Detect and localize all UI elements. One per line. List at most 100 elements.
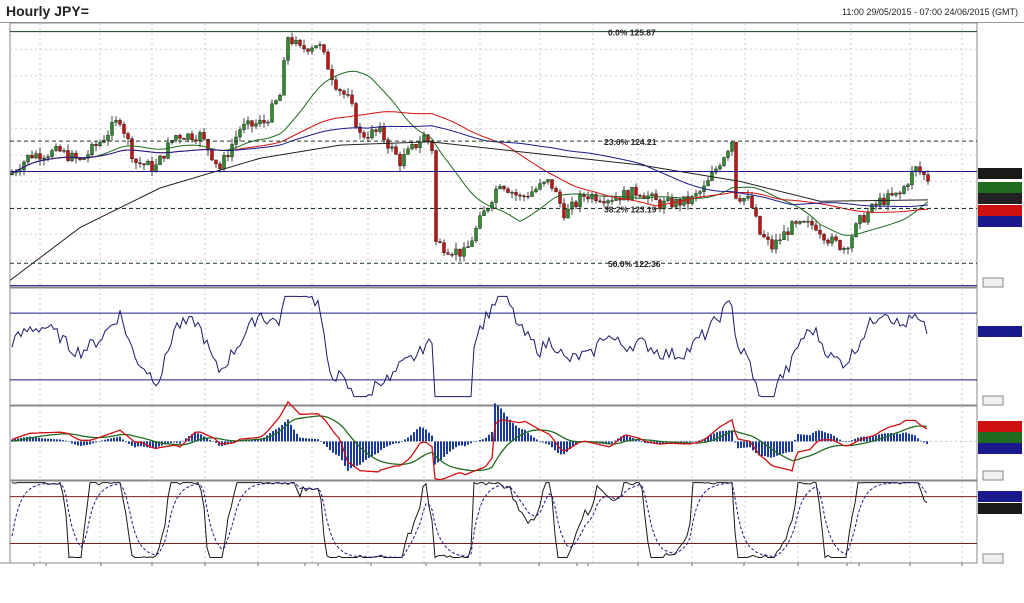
candle-body: [458, 248, 462, 257]
price-tag-bg-1: [978, 182, 1022, 193]
stoch-auto-button[interactable]: [982, 553, 1004, 564]
candle-body: [146, 160, 150, 166]
macd-histogram-bar: [47, 438, 49, 442]
candle-body: [862, 215, 866, 223]
candle-body: [750, 196, 754, 208]
macd-histogram-bar: [446, 441, 448, 455]
candle-body: [786, 231, 790, 235]
candle-body: [926, 174, 930, 182]
macd-histogram-bar: [44, 438, 46, 442]
macd-histogram-bar: [683, 441, 685, 443]
macd-histogram-bar: [296, 433, 298, 442]
candle-body: [846, 247, 850, 250]
macd-histogram-bar: [611, 441, 613, 443]
macd-histogram-bar: [464, 441, 466, 447]
candle-body: [366, 136, 370, 139]
candle-body: [466, 246, 470, 248]
macd-histogram-bar: [542, 441, 544, 443]
macd-histogram-bar: [842, 441, 844, 442]
macd-histogram-bar: [416, 429, 418, 442]
macd-histogram-bar: [644, 441, 646, 444]
candle-body: [162, 155, 166, 159]
macd-histogram-bar: [764, 441, 766, 457]
macd-histogram-bar: [572, 441, 574, 447]
macd-histogram-bar: [32, 437, 34, 442]
macd-histogram-bar: [887, 433, 889, 442]
macd-histogram-bar: [95, 441, 97, 443]
stoch-tag-bg-0: [978, 491, 1022, 502]
macd-histogram-bar: [374, 441, 376, 455]
candle-body: [286, 37, 290, 61]
rsi-auto-button[interactable]: [982, 395, 1004, 406]
macd-histogram-bar: [803, 434, 805, 442]
macd-histogram-bar: [491, 432, 493, 442]
candle-body: [730, 141, 734, 152]
candle-body: [134, 158, 138, 163]
macd-histogram-bar: [503, 412, 505, 442]
macd-histogram-bar: [74, 441, 76, 445]
macd-histogram-bar: [356, 441, 358, 466]
price-auto-button[interactable]: [982, 277, 1004, 288]
candle-body: [30, 154, 34, 159]
macd-histogram-bar: [62, 440, 64, 442]
fib-label-1: 23.6% 124.21: [604, 137, 657, 147]
candle-body: [66, 150, 70, 161]
macd-histogram-bar: [134, 441, 136, 448]
fib-label-0: 0.0% 125.87: [608, 28, 656, 38]
candle-body: [454, 248, 458, 255]
macd-histogram-bar: [692, 441, 694, 442]
macd-histogram-bar: [104, 439, 106, 442]
macd-histogram-bar: [101, 440, 103, 442]
candle-body: [390, 146, 394, 149]
candle-body: [818, 230, 822, 235]
macd-histogram-bar: [290, 424, 292, 442]
candle-body: [10, 172, 14, 175]
macd-histogram-bar: [530, 435, 532, 442]
candle-body: [186, 133, 190, 140]
macd-histogram-bar: [797, 434, 799, 442]
candle-body: [82, 158, 86, 160]
candle-body: [610, 200, 614, 202]
candle-body: [590, 194, 594, 200]
macd-histogram-bar: [911, 434, 913, 442]
macd-histogram-bar: [809, 435, 811, 442]
candle-body: [594, 194, 598, 202]
candle-body: [166, 142, 170, 159]
candle-body: [814, 224, 818, 231]
macd-histogram-bar: [791, 441, 793, 452]
macd-histogram-bar: [65, 440, 67, 442]
macd-histogram-bar: [689, 441, 691, 443]
candle-body: [42, 157, 46, 160]
macd-histogram-bar: [620, 436, 622, 442]
candle-body: [906, 184, 910, 187]
candle-body: [410, 144, 414, 150]
macd-histogram-bar: [368, 441, 370, 458]
candle-body: [722, 157, 726, 166]
candle-body: [502, 186, 506, 190]
macd-tag-bg-2: [978, 443, 1022, 454]
macd-histogram-bar: [629, 436, 631, 442]
candle-body: [54, 146, 58, 151]
candle-body: [222, 155, 226, 170]
candle-body: [402, 154, 406, 167]
macd-histogram-bar: [698, 440, 700, 442]
macd-histogram-bar: [266, 435, 268, 442]
macd-histogram-bar: [146, 441, 148, 448]
candle-body: [550, 179, 554, 189]
macd-auto-button[interactable]: [982, 470, 1004, 481]
candle-body: [126, 133, 130, 139]
macd-histogram-bar: [914, 435, 916, 442]
macd-histogram-bar: [716, 432, 718, 442]
macd-histogram-bar: [695, 441, 697, 442]
macd-histogram-bar: [302, 437, 304, 442]
candle-body: [634, 186, 638, 196]
macd-histogram-bar: [314, 438, 316, 442]
candle-body: [142, 163, 146, 166]
candle-body: [26, 154, 30, 163]
macd-histogram-bar: [533, 437, 535, 442]
macd-tag-bg-0: [978, 421, 1022, 432]
candle-body: [738, 198, 742, 202]
macd-histogram-bar: [524, 429, 526, 442]
macd-histogram-bar: [743, 441, 745, 448]
macd-histogram-bar: [497, 405, 499, 442]
